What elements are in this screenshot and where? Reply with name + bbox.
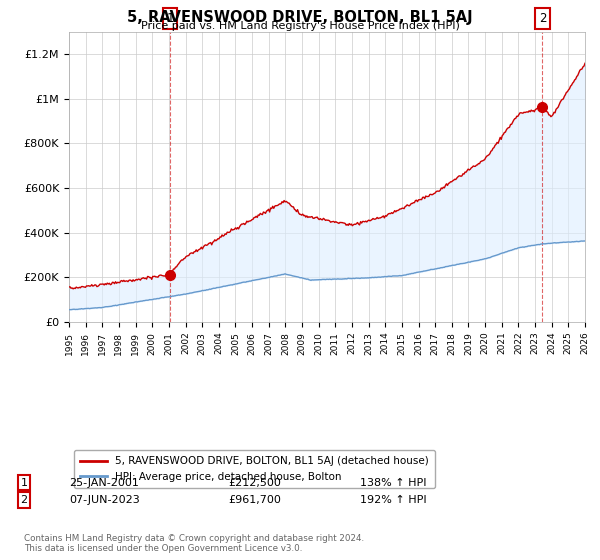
Text: £212,500: £212,500 bbox=[228, 478, 281, 488]
Text: 5, RAVENSWOOD DRIVE, BOLTON, BL1 5AJ: 5, RAVENSWOOD DRIVE, BOLTON, BL1 5AJ bbox=[127, 10, 473, 25]
Text: 2: 2 bbox=[539, 12, 546, 25]
Text: 1: 1 bbox=[20, 478, 28, 488]
Legend: 5, RAVENSWOOD DRIVE, BOLTON, BL1 5AJ (detached house), HPI: Average price, detac: 5, RAVENSWOOD DRIVE, BOLTON, BL1 5AJ (de… bbox=[74, 450, 435, 488]
Text: 07-JUN-2023: 07-JUN-2023 bbox=[69, 495, 140, 505]
Text: Contains HM Land Registry data © Crown copyright and database right 2024.
This d: Contains HM Land Registry data © Crown c… bbox=[24, 534, 364, 553]
Text: 25-JAN-2001: 25-JAN-2001 bbox=[69, 478, 139, 488]
Text: 138% ↑ HPI: 138% ↑ HPI bbox=[360, 478, 427, 488]
Text: 2: 2 bbox=[20, 495, 28, 505]
Text: 192% ↑ HPI: 192% ↑ HPI bbox=[360, 495, 427, 505]
Text: 1: 1 bbox=[166, 12, 174, 25]
Text: Price paid vs. HM Land Registry's House Price Index (HPI): Price paid vs. HM Land Registry's House … bbox=[140, 21, 460, 31]
Text: £961,700: £961,700 bbox=[228, 495, 281, 505]
